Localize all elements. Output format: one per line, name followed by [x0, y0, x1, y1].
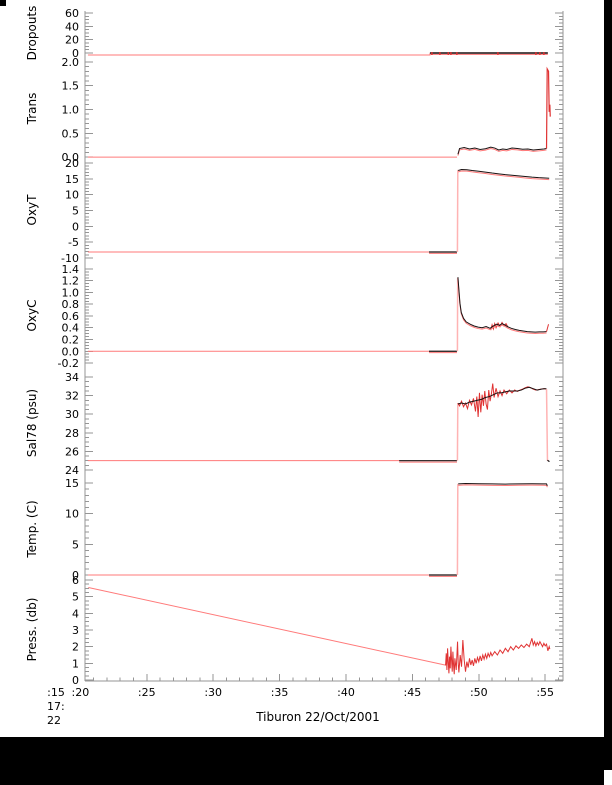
top-left-corner-mark	[0, 0, 6, 6]
y-tick-label: 5	[72, 538, 79, 551]
x-start-label-time: :15	[47, 686, 65, 699]
y-tick-label: 1.0	[62, 103, 80, 116]
x-tick-label: :55	[536, 686, 554, 699]
y-tick-label: 1.4	[62, 263, 80, 276]
series-temp-clean-line-fringe	[458, 484, 548, 488]
series-sal78-clean-line	[457, 386, 547, 405]
y-tick-label: 1	[72, 657, 79, 670]
series-oxyt-clean-line-fringe	[458, 170, 550, 181]
series-sal78-raw-noise	[457, 383, 547, 418]
y-tick-label: 0	[72, 674, 79, 687]
y-tick-label: 10	[65, 189, 79, 202]
x-tick-label: :45	[404, 686, 422, 699]
y-tick-label: 6	[72, 574, 79, 587]
y-tick-label: 2	[72, 641, 79, 654]
y-tick-label: 0.4	[62, 322, 80, 335]
y-tick-label: 0.0	[62, 151, 80, 164]
series-oxyc-end-tick	[546, 324, 550, 332]
y-tick-label: 20	[65, 157, 79, 170]
x-start-label-day: 22	[47, 714, 61, 727]
y-tick-label: 1.5	[62, 80, 80, 93]
y-tick-label: 0.8	[62, 298, 80, 311]
y-tick-label: 1.0	[62, 286, 80, 299]
y-tick-label: 26	[65, 445, 79, 458]
panel-ylabel-oxyt: OxyT	[25, 194, 39, 226]
bottom-black-band	[0, 737, 604, 785]
panel-ylabel-temp: Temp. (C)	[25, 500, 39, 558]
series-oxyt-clean-line	[458, 169, 550, 179]
series-trans-end-spike	[545, 66, 551, 149]
series-press-noisy-line	[444, 638, 551, 675]
y-tick-label: -5	[68, 236, 79, 249]
series-oxyc-clean-line-fringe	[457, 278, 547, 335]
chart-title: Tiburon 22/Oct/2001	[255, 710, 380, 724]
y-tick-label: 5	[72, 204, 79, 217]
x-tick-label: :25	[138, 686, 156, 699]
panel-ylabel-press: Press. (db)	[25, 598, 39, 662]
y-tick-label: 2.0	[62, 56, 80, 69]
y-tick-label: 30	[65, 408, 79, 421]
series-sal78-end-drop	[545, 389, 549, 461]
x-tick-label: :20	[71, 686, 89, 699]
y-tick-label: -10	[61, 252, 79, 265]
series-sal78-end-tick	[547, 459, 550, 463]
y-tick-label: 5	[72, 591, 79, 604]
panel-ylabel-dropouts: Dropouts	[25, 6, 39, 61]
y-tick-label: 15	[65, 477, 79, 490]
y-tick-label: 10	[65, 508, 79, 521]
x-tick-label: :40	[337, 686, 355, 699]
y-tick-label: 0	[72, 47, 79, 60]
panel-ylabel-oxyc: OxyC	[25, 299, 39, 331]
y-tick-label: 0.5	[62, 127, 80, 140]
y-tick-label: 20	[65, 34, 79, 47]
y-tick-label: 60	[65, 7, 79, 20]
y-tick-label: 28	[65, 427, 79, 440]
x-tick-label: :30	[204, 686, 222, 699]
y-tick-label: 0	[72, 220, 79, 233]
y-tick-label: 24	[65, 464, 79, 477]
panel-ylabel-trans: Trans	[25, 93, 39, 126]
x-tick-label: :50	[470, 686, 488, 699]
x-tick-label: :35	[271, 686, 289, 699]
right-black-strip	[604, 0, 612, 770]
y-tick-label: 1.2	[62, 275, 80, 288]
y-tick-label: 32	[65, 390, 79, 403]
y-tick-label: 3	[72, 624, 79, 637]
y-tick-label: 0	[72, 569, 79, 582]
y-tick-label: 34	[65, 371, 79, 384]
y-tick-label: 0.2	[62, 334, 80, 347]
series-trans-clean-line-fringe	[457, 147, 547, 156]
y-tick-label: 0.0	[62, 345, 80, 358]
y-tick-label: 15	[65, 173, 79, 186]
panel-ylabel-sal78: Sal78 (psu)	[25, 389, 39, 457]
series-dropouts-raw-baseline	[87, 53, 431, 56]
y-tick-label: -0.2	[58, 357, 79, 370]
series-oxyc-clean-line	[457, 277, 547, 333]
series-trans-clean-line	[457, 146, 547, 155]
series-temp-clean-line	[458, 482, 548, 486]
series-press-descent-line	[88, 587, 446, 666]
y-tick-label: 0.6	[62, 310, 80, 323]
x-start-label-hour: 17:	[47, 700, 65, 713]
y-tick-label: 4	[72, 607, 79, 620]
y-tick-label: 40	[65, 20, 79, 33]
